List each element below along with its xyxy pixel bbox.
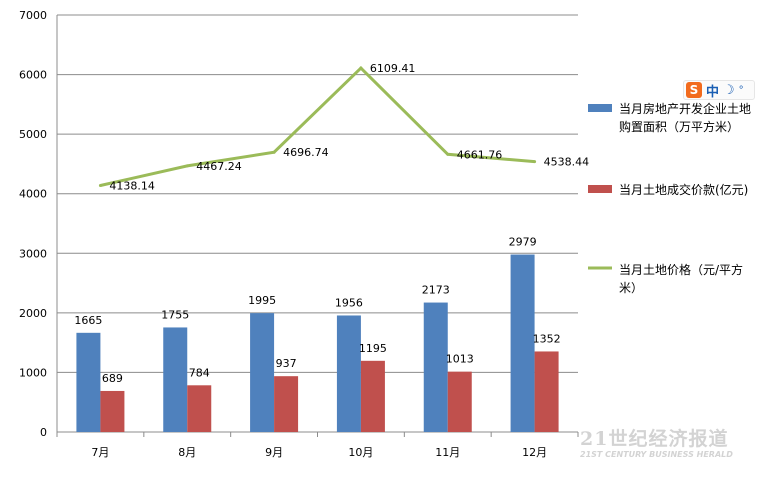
y-tick-label: 6000: [19, 69, 47, 82]
moon-icon[interactable]: ☽: [723, 82, 735, 98]
y-tick-label: 7000: [19, 9, 47, 22]
price-line-point: [272, 150, 276, 154]
legend-swatch-area: [588, 104, 612, 112]
price-line-point: [446, 152, 450, 156]
x-tick-label: 9月: [265, 446, 283, 459]
bar-value-label: 1013: [446, 353, 474, 366]
line-value-label: 4661.76: [457, 148, 503, 161]
bar-price-total: [534, 351, 559, 432]
data-labels: 1665 1755 1995 1956 2173 2979 689 784 937 1195 101…: [74, 62, 589, 385]
line-value-label: 4538.44: [544, 156, 590, 169]
x-tick-label: 12月: [522, 446, 547, 459]
axes: [56, 15, 579, 437]
price-line-path: [100, 65, 535, 187]
bar-value-label: 1665: [74, 314, 102, 327]
legend-price-total-line1: 当月土地成交价款(亿元): [619, 182, 748, 197]
bar-value-label: 1995: [248, 294, 276, 307]
x-tick-label: 11月: [435, 446, 460, 459]
bar-value-label: 2173: [422, 284, 450, 297]
watermark-main: 21世纪经济报道: [580, 428, 729, 450]
y-tick-label: 2000: [19, 307, 47, 320]
ime-language-toggle[interactable]: 中: [706, 84, 720, 100]
legend-unit-price-line1: 当月土地价格（元/平方: [619, 262, 743, 277]
bar-value-label: 1755: [161, 308, 189, 321]
y-tick-label: 1000: [19, 366, 47, 379]
bar-value-label: 689: [102, 372, 123, 385]
ime-toolbar[interactable]: S 中 ☽ °: [683, 80, 755, 100]
price-line-point: [359, 66, 363, 70]
bar-price-total: [187, 385, 212, 432]
bar-area: [423, 302, 448, 432]
watermark-sub: 21ST CENTURY BUSINESS HERALD: [580, 450, 733, 459]
bar-value-label: 1956: [335, 296, 363, 309]
bars: [76, 254, 559, 432]
y-tick-label: 4000: [19, 188, 47, 201]
bar-value-label: 784: [189, 366, 210, 379]
x-axis-ticks: 7月 8月 9月 10月 11月 12月: [91, 446, 547, 459]
bar-value-label: 2979: [509, 236, 537, 249]
legend-area-line2: 购置面积（万平方米）: [619, 119, 739, 134]
price-line-point: [533, 160, 537, 164]
y-tick-label: 3000: [19, 247, 47, 260]
punctuation-icon[interactable]: °: [738, 84, 744, 96]
legend: 当月房地产开发企业土地 购置面积（万平方米） 当月土地成交价款(亿元) 当月土地…: [588, 101, 751, 295]
legend-swatch-price-total: [588, 185, 612, 193]
legend-area-line1: 当月房地产开发企业土地: [619, 101, 751, 116]
bar-area: [510, 254, 535, 432]
bar-value-label: 937: [276, 357, 297, 370]
x-tick-label: 8月: [178, 446, 196, 459]
legend-unit-price-line2: 米）: [619, 281, 643, 295]
bar-price-total: [100, 390, 125, 432]
sogou-logo-icon[interactable]: S: [686, 82, 702, 98]
bar-area: [163, 327, 188, 432]
price-line-point: [185, 164, 189, 168]
bar-area: [336, 315, 361, 432]
bar-value-label: 1352: [533, 332, 561, 345]
y-tick-label: 0: [40, 426, 47, 439]
gridlines: [57, 14, 578, 373]
bar-area: [76, 332, 101, 432]
bar-price-total: [447, 371, 472, 432]
y-axis-ticks: 0 1000 2000 3000 4000 5000 6000 7000: [19, 9, 47, 439]
bar-area: [250, 313, 275, 432]
x-tick-label: 7月: [91, 446, 109, 459]
line-value-label: 4696.74: [283, 146, 329, 159]
bar-price-total: [360, 360, 385, 432]
bar-value-label: 1195: [359, 342, 387, 355]
price-line: [98, 65, 537, 187]
watermark: 21世纪经济报道 21ST CENTURY BUSINESS HERALD: [580, 424, 755, 459]
line-value-label: 6109.41: [370, 62, 416, 75]
price-line-point: [98, 183, 102, 187]
x-tick-label: 10月: [348, 446, 373, 459]
y-tick-label: 5000: [19, 128, 47, 141]
bar-price-total: [274, 376, 299, 432]
line-value-label: 4467.24: [196, 160, 242, 173]
line-value-label: 4138.14: [109, 179, 154, 192]
